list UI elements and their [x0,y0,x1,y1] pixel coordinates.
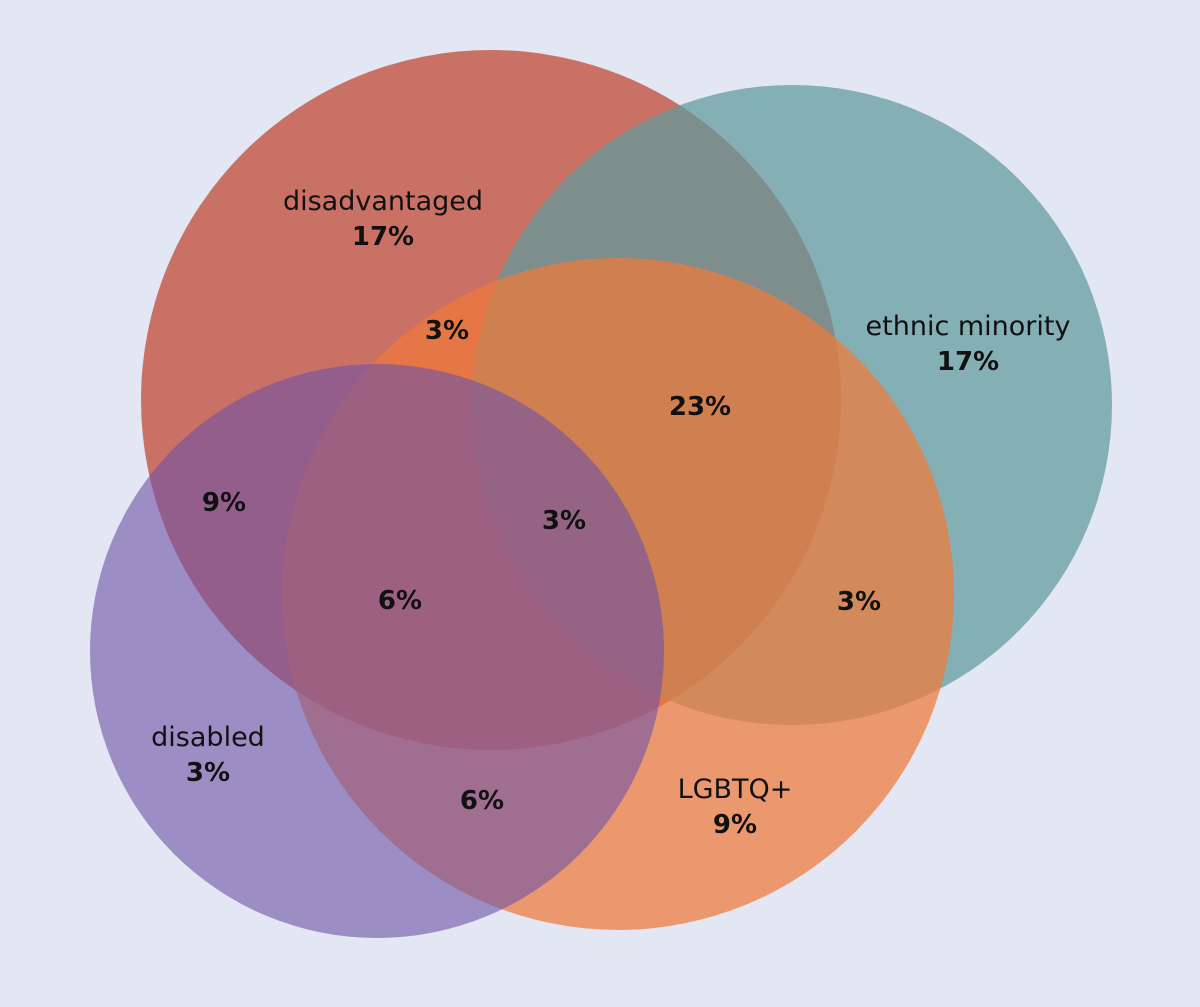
region-disabled-lgbtq: 6% [460,786,504,816]
circle-disabled [90,364,664,938]
label-lgbtq: LGBTQ+ [678,774,793,805]
value-disadvantaged: 17% [352,222,414,252]
region-disadvantaged-lgbtq: 3% [425,316,469,346]
label-ethnic-minority: ethnic minority [866,311,1071,342]
region-all-four: 3% [542,506,586,536]
value-ethnic-minority: 17% [937,347,999,377]
value-lgbtq: 9% [713,810,757,840]
label-disabled: disabled [151,722,265,753]
region-disadvantaged-disabled-lgbtq: 6% [378,586,422,616]
region-disadvantaged-disabled: 9% [202,488,246,518]
region-ethnic-lgbtq: 3% [837,587,881,617]
label-disadvantaged: disadvantaged [283,186,483,217]
value-disabled: 3% [186,758,230,788]
region-disadvantaged-ethnic-lgbtq: 23% [669,392,731,422]
